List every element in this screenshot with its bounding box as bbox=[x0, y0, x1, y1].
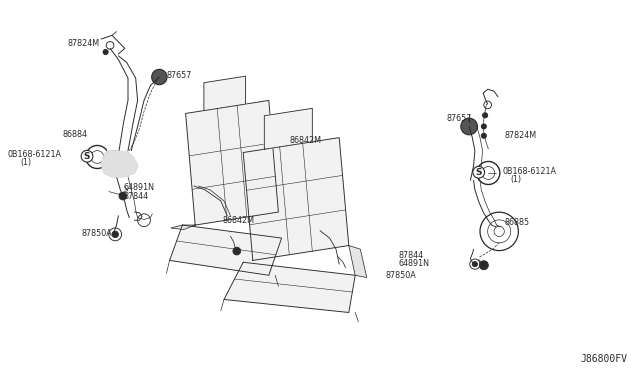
Polygon shape bbox=[264, 108, 312, 149]
Ellipse shape bbox=[152, 69, 167, 85]
Text: 86842M: 86842M bbox=[289, 136, 321, 145]
Text: 87657: 87657 bbox=[446, 114, 472, 123]
Text: (1): (1) bbox=[20, 158, 31, 167]
Polygon shape bbox=[171, 225, 195, 230]
Text: 86842M: 86842M bbox=[223, 216, 255, 225]
Text: 0B168-6121A: 0B168-6121A bbox=[502, 167, 556, 176]
Text: 87824M: 87824M bbox=[67, 39, 99, 48]
Ellipse shape bbox=[112, 231, 118, 238]
Text: 87657: 87657 bbox=[166, 71, 192, 80]
Ellipse shape bbox=[481, 124, 486, 129]
Text: 86885: 86885 bbox=[504, 218, 529, 227]
Text: J86800FV: J86800FV bbox=[580, 354, 627, 364]
Ellipse shape bbox=[483, 113, 488, 118]
Text: 64891N: 64891N bbox=[398, 259, 429, 268]
Polygon shape bbox=[170, 225, 282, 275]
Polygon shape bbox=[186, 100, 278, 225]
Polygon shape bbox=[349, 246, 367, 278]
Ellipse shape bbox=[494, 226, 504, 237]
Polygon shape bbox=[243, 138, 349, 260]
Ellipse shape bbox=[472, 262, 477, 267]
Ellipse shape bbox=[481, 133, 486, 138]
Polygon shape bbox=[204, 76, 246, 110]
Text: S: S bbox=[84, 152, 90, 161]
Text: 86884: 86884 bbox=[63, 130, 88, 139]
Ellipse shape bbox=[103, 49, 108, 55]
Ellipse shape bbox=[479, 261, 488, 270]
Text: 0B168-6121A: 0B168-6121A bbox=[8, 150, 61, 159]
Polygon shape bbox=[101, 151, 138, 177]
Text: (1): (1) bbox=[511, 175, 522, 184]
Text: 87850A: 87850A bbox=[82, 229, 113, 238]
Text: 64891N: 64891N bbox=[124, 183, 154, 192]
Text: 87844: 87844 bbox=[124, 192, 148, 201]
Ellipse shape bbox=[119, 192, 127, 200]
Text: S: S bbox=[476, 168, 482, 177]
Ellipse shape bbox=[461, 118, 477, 135]
Text: 87850A: 87850A bbox=[385, 271, 416, 280]
Text: 87824M: 87824M bbox=[504, 131, 536, 140]
Ellipse shape bbox=[233, 247, 241, 255]
Text: 87844: 87844 bbox=[398, 251, 423, 260]
Polygon shape bbox=[224, 262, 355, 312]
